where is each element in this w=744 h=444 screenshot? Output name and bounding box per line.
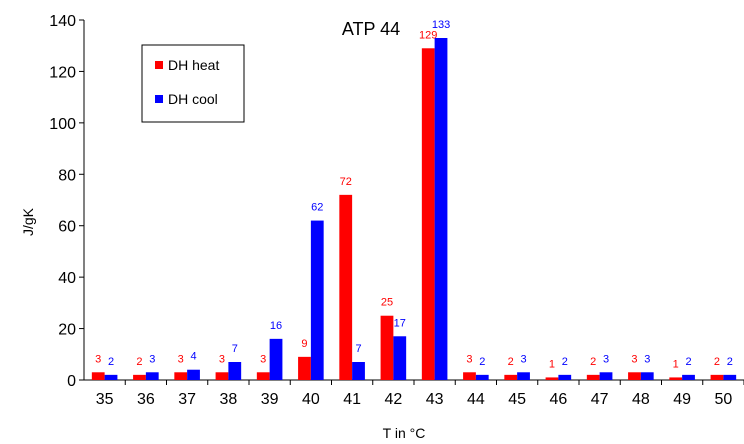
y-axis-title: J/gK (20, 207, 36, 236)
bar-dh-cool (187, 369, 200, 380)
data-label: 4 (190, 351, 196, 363)
bar-dh-cool (517, 372, 530, 380)
bar-dh-cool (475, 374, 489, 380)
data-label: 2 (479, 356, 485, 368)
x-axis-title: T in °C (383, 425, 426, 441)
x-tick-label: 37 (178, 391, 196, 408)
bar-dh-heat (339, 194, 353, 380)
legend: DH heat DH cool (141, 44, 245, 123)
bar-dh-heat (586, 374, 600, 380)
data-label: 2 (508, 356, 514, 368)
bar-dh-heat (174, 372, 188, 380)
legend-swatch (155, 61, 163, 69)
bar-dh-heat (91, 372, 105, 380)
legend-swatch (155, 95, 163, 103)
bar-dh-cool (723, 374, 737, 380)
data-label: 3 (95, 353, 101, 365)
y-tick-label: 20 (58, 322, 76, 339)
x-tick-label: 35 (96, 391, 114, 408)
x-tick-label: 45 (508, 391, 526, 408)
x-tick-label: 38 (219, 391, 237, 408)
x-tick-label: 39 (261, 391, 279, 408)
bar-dh-cool (228, 362, 242, 380)
legend-label: DH cool (168, 91, 218, 107)
bar-dh-heat (421, 48, 435, 381)
y-tick-label: 80 (58, 167, 76, 184)
y-tick-label: 100 (49, 116, 76, 133)
bar-dh-cool (145, 372, 159, 380)
data-label: 1 (549, 358, 555, 370)
bar-dh-cool (352, 362, 365, 380)
bar-dh-cool (434, 38, 448, 380)
bar-dh-cool (310, 220, 324, 380)
data-label: 16 (270, 320, 282, 332)
bar-dh-cool (558, 374, 572, 380)
data-label: 17 (394, 317, 406, 329)
bar-dh-heat (710, 374, 724, 380)
bar-dh-heat (215, 372, 229, 380)
data-label: 7 (232, 343, 238, 355)
x-tick-label: 42 (384, 391, 402, 408)
data-label: 2 (108, 356, 114, 368)
bar-dh-heat (545, 377, 559, 380)
data-label: 2 (590, 356, 596, 368)
x-tick-label: 46 (549, 391, 567, 408)
x-tick-label: 40 (302, 391, 320, 408)
bar-dh-cool (269, 338, 283, 380)
data-label: 2 (136, 356, 142, 368)
data-label: 3 (260, 353, 266, 365)
bar-dh-cool (640, 372, 654, 380)
bar-dh-cool (599, 372, 613, 380)
data-label: 129 (419, 29, 437, 41)
data-label: 3 (466, 353, 472, 365)
bar-dh-heat (504, 374, 518, 380)
y-tick-label: 0 (67, 373, 76, 390)
bar-dh-heat (380, 315, 394, 380)
data-label: 2 (685, 356, 691, 368)
data-label: 2 (562, 356, 568, 368)
x-tick-label: 48 (632, 391, 650, 408)
legend-box (141, 44, 245, 123)
x-tick-label: 47 (591, 391, 609, 408)
data-label: 133 (432, 19, 450, 31)
data-label: 25 (381, 297, 393, 309)
y-tick-label: 40 (58, 270, 76, 287)
x-tick-label: 50 (714, 391, 732, 408)
data-label: 9 (301, 338, 307, 350)
data-label: 2 (714, 356, 720, 368)
bar-dh-cool (393, 336, 407, 380)
data-label: 2 (727, 356, 733, 368)
bar-dh-heat (256, 372, 270, 380)
chart-title: ATP 44 (342, 19, 400, 39)
data-label: 3 (644, 353, 650, 365)
data-label: 62 (311, 202, 323, 214)
bar-dh-heat (133, 374, 146, 380)
x-tick-label: 36 (137, 391, 155, 408)
data-label: 3 (603, 353, 609, 365)
y-tick-label: 120 (49, 64, 76, 81)
data-label: 3 (219, 353, 225, 365)
bar-dh-cool (682, 374, 695, 380)
data-label: 7 (355, 343, 361, 355)
data-label: 3 (631, 353, 637, 365)
x-tick-label: 41 (343, 391, 361, 408)
x-tick-label: 49 (673, 391, 691, 408)
y-tick-label: 140 (49, 13, 76, 30)
bar-dh-heat (669, 377, 683, 380)
bar-dh-cool (104, 374, 118, 380)
bar-dh-heat (463, 372, 476, 380)
x-tick-label: 43 (426, 391, 444, 408)
bar-dh-heat (628, 372, 641, 380)
data-label: 72 (340, 176, 352, 188)
data-label: 1 (673, 358, 679, 370)
x-tick-label: 44 (467, 391, 485, 408)
data-label: 3 (149, 353, 155, 365)
data-label: 3 (178, 353, 184, 365)
legend-label: DH heat (168, 57, 219, 73)
bar-dh-heat (298, 356, 311, 380)
data-label: 3 (520, 353, 526, 365)
y-tick-label: 60 (58, 219, 76, 236)
